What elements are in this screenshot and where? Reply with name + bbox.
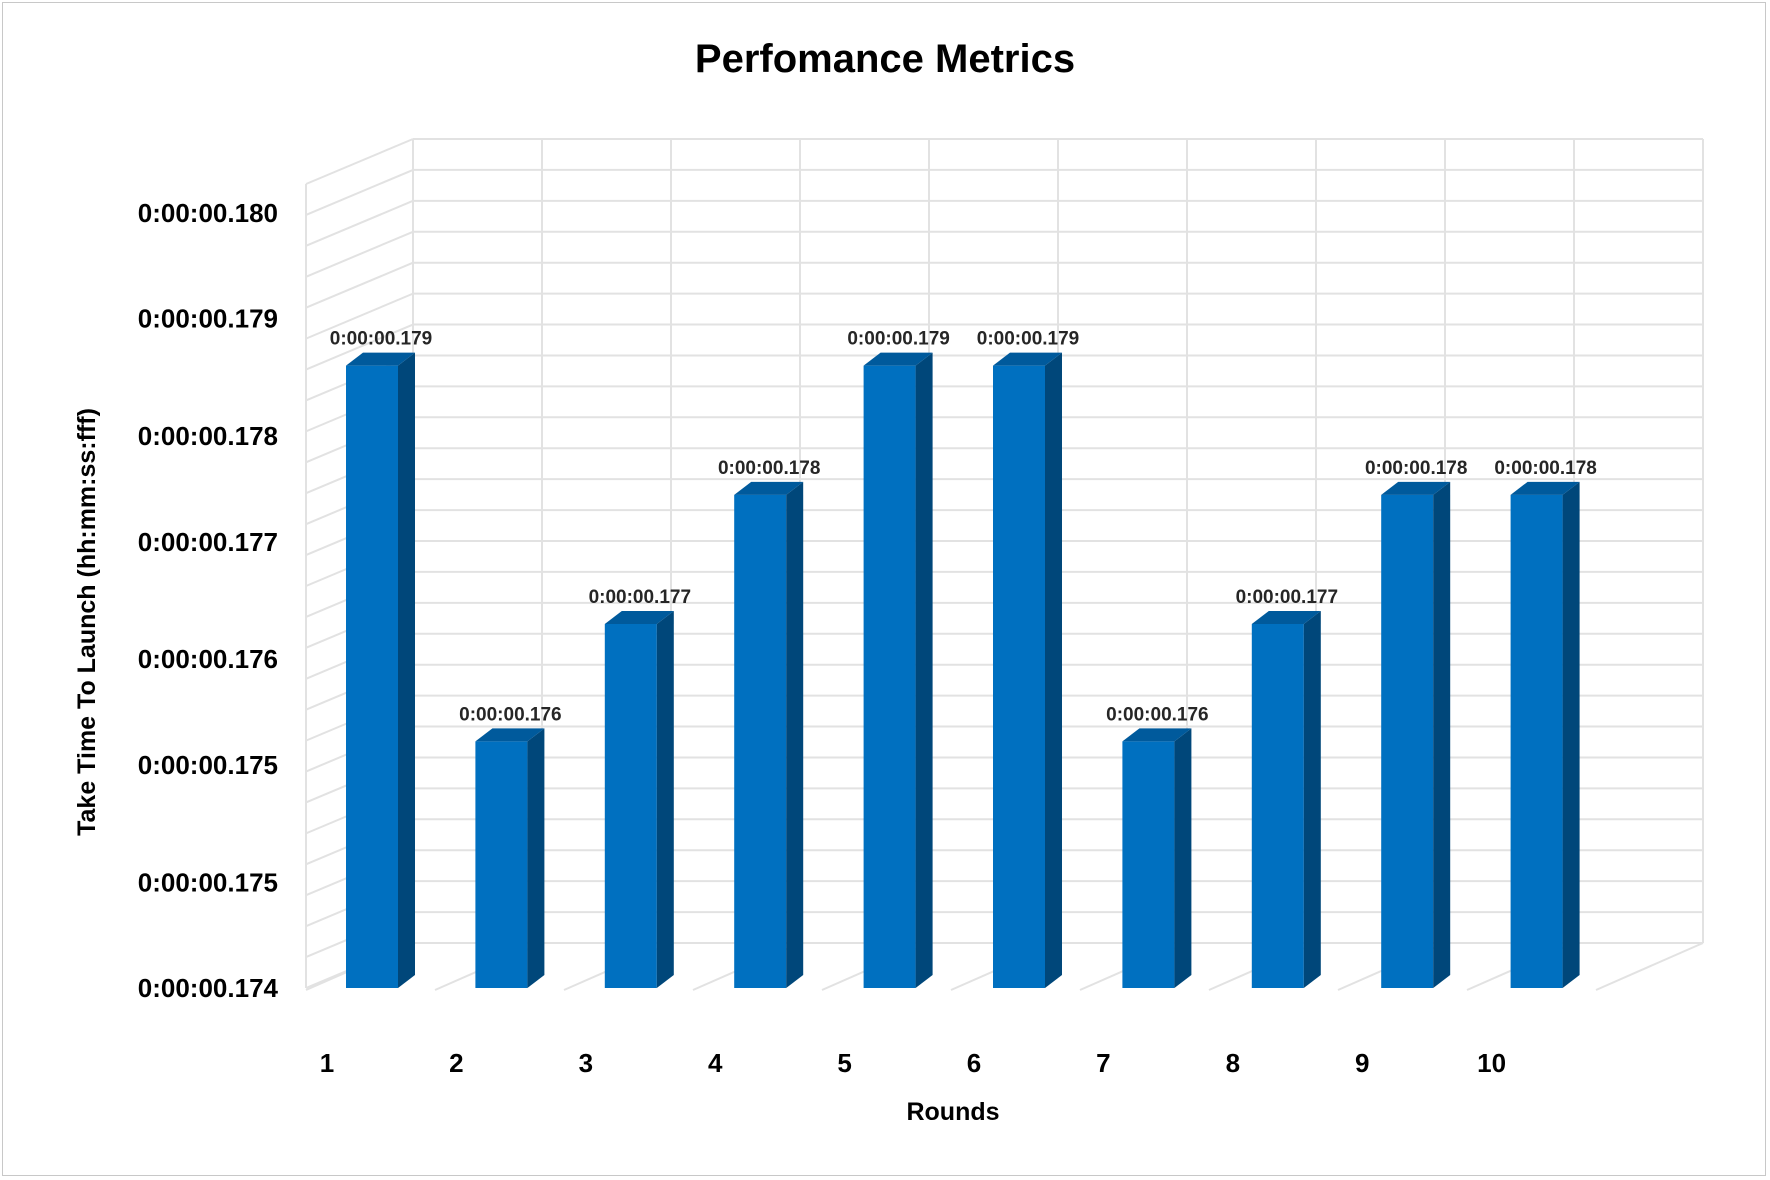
data-label: 0:00:00.179 xyxy=(977,329,1079,350)
bar-front-face xyxy=(604,623,657,988)
bar xyxy=(734,481,804,988)
bar-top-face xyxy=(604,610,674,624)
data-label: 0:00:00.179 xyxy=(847,329,949,350)
bar-front-face xyxy=(734,494,787,988)
data-label: 0:00:00.178 xyxy=(1494,458,1596,479)
data-label: 0:00:00.176 xyxy=(459,704,561,725)
bar-top-face xyxy=(475,728,545,742)
bar xyxy=(1510,481,1580,988)
bar-top-face xyxy=(1381,481,1451,495)
bar-side-face xyxy=(1045,352,1062,989)
bar-top-face xyxy=(734,481,804,495)
bar-front-face xyxy=(1122,741,1175,988)
bar-side-face xyxy=(786,481,804,988)
x-tick-label: 2 xyxy=(449,1048,463,1078)
bar-top-face xyxy=(1510,481,1580,495)
side-wall-gridline xyxy=(305,261,414,309)
bar-side-face xyxy=(1433,481,1451,988)
bar xyxy=(346,352,415,989)
bar xyxy=(863,352,933,989)
bar-top-face xyxy=(346,352,415,366)
chart-title: Perfomance Metrics xyxy=(695,37,1075,81)
bar-top-face xyxy=(993,352,1062,366)
x-tick-label: 6 xyxy=(967,1048,981,1078)
data-label: 0:00:00.177 xyxy=(1236,587,1338,608)
bar xyxy=(1122,728,1192,988)
bar-front-face xyxy=(863,365,916,989)
bar-front-face xyxy=(993,365,1045,989)
bar xyxy=(1251,610,1321,988)
y-tick-label: 0:00:00.178 xyxy=(138,421,278,451)
y-axis-ticks: 0:00:00.174 0:00:00.175 0:00:00.175 0:00:00… xyxy=(138,198,279,1003)
x-tick-label: 5 xyxy=(837,1048,851,1078)
bar-side-face xyxy=(398,352,415,989)
bar-side-face xyxy=(1303,610,1321,988)
bar-top-face xyxy=(863,352,933,366)
bar-front-face xyxy=(1381,494,1434,988)
x-tick-label: 3 xyxy=(579,1048,593,1078)
bar xyxy=(604,610,674,988)
data-label: 0:00:00.178 xyxy=(718,458,820,479)
bar-side-face xyxy=(915,352,933,989)
floor-gridline xyxy=(1595,942,1704,991)
bar-front-face xyxy=(1251,623,1304,988)
side-wall-gridline xyxy=(305,199,414,247)
bar-side-face xyxy=(1562,481,1580,988)
bar xyxy=(1381,481,1451,988)
side-wall-gridline xyxy=(305,292,414,340)
y-tick-label: 0:00:00.176 xyxy=(138,644,278,674)
bar-side-face xyxy=(1174,728,1192,988)
bar-top-face xyxy=(1251,610,1321,624)
x-tick-label: 4 xyxy=(708,1048,723,1078)
y-tick-label: 0:00:00.180 xyxy=(138,198,278,228)
side-wall-gridline xyxy=(305,138,414,185)
bar-front-face xyxy=(1510,494,1563,988)
side-wall-gridline xyxy=(305,169,414,216)
y-tick-label: 0:00:00.179 xyxy=(138,304,278,334)
bar-side-face xyxy=(656,610,674,988)
bar-top-face xyxy=(1122,728,1192,742)
x-tick-label: 7 xyxy=(1096,1048,1110,1078)
side-wall-gridline xyxy=(305,323,414,371)
data-labels: 0:00:00.179 0:00:00.176 0:00:00.177 0:00:00… xyxy=(330,329,1597,726)
side-wall-gridline xyxy=(305,230,414,278)
data-label: 0:00:00.178 xyxy=(1365,458,1467,479)
x-axis-ticks: 1 2 3 4 5 6 7 8 9 10 xyxy=(320,1048,1506,1078)
bar xyxy=(475,728,545,988)
data-label: 0:00:00.176 xyxy=(1106,704,1208,725)
bars xyxy=(346,352,1580,989)
data-label: 0:00:00.179 xyxy=(330,329,432,350)
y-axis-title: Take Time To Launch (hh:mm:ss:fff) xyxy=(73,408,101,836)
y-tick-label: 0:00:00.177 xyxy=(138,527,278,557)
bar-front-face xyxy=(475,741,528,988)
y-tick-label: 0:00:00.175 xyxy=(138,867,278,897)
x-tick-label: 10 xyxy=(1477,1048,1506,1078)
bar xyxy=(993,352,1062,989)
x-tick-label: 1 xyxy=(320,1048,334,1078)
y-tick-label: 0:00:00.174 xyxy=(138,973,279,1003)
bar-front-face xyxy=(346,365,398,989)
x-tick-label: 8 xyxy=(1226,1048,1240,1078)
x-axis-title: Rounds xyxy=(906,1098,999,1126)
x-tick-label: 9 xyxy=(1355,1048,1369,1078)
bar-side-face xyxy=(527,728,545,988)
y-tick-label: 0:00:00.175 xyxy=(138,750,278,780)
data-label: 0:00:00.177 xyxy=(589,587,691,608)
